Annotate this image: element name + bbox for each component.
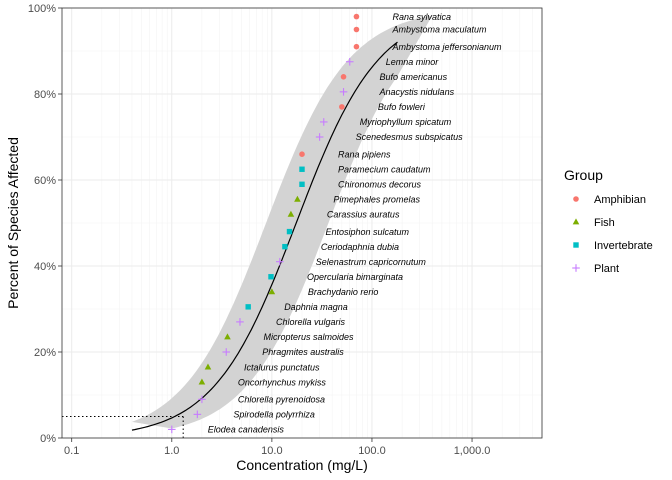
species-label: Micropterus salmoides — [263, 332, 354, 342]
species-label: Chironomus decorus — [338, 180, 422, 190]
species-label: Ambystoma jeffersonianum — [391, 42, 502, 52]
species-label: Carassius auratus — [327, 210, 400, 220]
data-point-plant — [222, 348, 231, 356]
species-label: Bufo americanus — [380, 72, 448, 82]
species-label: Rana pipiens — [338, 149, 391, 159]
species-label: Lemna minor — [386, 57, 440, 67]
data-point-fish — [287, 210, 295, 217]
data-point-amphibian — [353, 13, 360, 20]
x-tick-label: 10.0 — [261, 445, 282, 457]
species-labels: Elodea canadensis Spirodella polyrrhiza Ch… — [208, 12, 502, 435]
y-tick-label: 100% — [28, 3, 56, 15]
data-point-plant — [167, 425, 176, 434]
species-label: Selenastrum capricornutum — [316, 257, 427, 267]
data-point-plant — [339, 88, 348, 96]
data-point-invertebrate — [245, 304, 251, 310]
legend-key-plant — [572, 264, 580, 272]
x-tick-label: 1,000.0 — [454, 445, 491, 457]
y-tick-label: 40% — [34, 261, 56, 273]
data-point-fish — [268, 288, 276, 295]
data-point-invertebrate — [299, 181, 305, 187]
species-label: Daphnia magna — [284, 302, 348, 312]
x-tick-label: 1.0 — [164, 445, 179, 457]
species-label: Ceriodaphnia dubia — [321, 242, 399, 252]
legend-key-fish — [572, 218, 580, 225]
data-point-invertebrate — [286, 228, 293, 235]
species-label: Bufo fowleri — [378, 102, 426, 112]
data-point-amphibian — [299, 151, 305, 157]
species-label: Spirodella polyrrhiza — [233, 410, 315, 420]
fit-curve-layer — [131, 41, 398, 431]
confidence-band-layer — [132, 15, 433, 429]
x-tick-label: 0.1 — [64, 445, 79, 457]
species-label: Chlorella pyrenoidosa — [238, 395, 325, 405]
species-label: Rana sylvatica — [392, 12, 451, 22]
legend-label-fish: Fish — [594, 217, 615, 229]
data-point-plant — [275, 257, 284, 266]
data-point-fish — [224, 333, 231, 340]
data-point-amphibian — [340, 74, 347, 80]
species-label: Anacystis nidulans — [379, 87, 455, 97]
species-label: Elodea canadensis — [208, 425, 285, 435]
data-point-plant — [236, 318, 244, 326]
y-tick-label: 60% — [34, 175, 56, 187]
species-label: Paramecium caudatum — [338, 164, 431, 174]
data-point-fish — [204, 363, 212, 370]
data-point-invertebrate — [282, 243, 288, 250]
legend-key-invertebrate — [573, 242, 579, 248]
species-label: Myriophyllum spicatum — [360, 117, 452, 127]
data-point-amphibian — [353, 43, 360, 50]
species-label: Ambystoma maculatum — [391, 25, 487, 35]
species-label: Entosiphon sulcatum — [325, 227, 409, 237]
legend-label-plant: Plant — [594, 263, 619, 275]
species-label: Oncorhynchus mykiss — [238, 377, 327, 387]
data-point-plant — [193, 410, 202, 419]
panel-border — [61, 7, 543, 439]
data-point-fish — [198, 378, 206, 385]
legend: Group Amphibian Fish Invertebrate Plant — [564, 167, 653, 275]
species-label: Phragmites australis — [262, 347, 344, 357]
species-label: Ictalurus punctatus — [244, 362, 320, 372]
data-point-plant — [319, 118, 328, 126]
y-tick-label: 80% — [34, 89, 56, 101]
species-label: Scenedesmus subspicatus — [356, 132, 464, 142]
data-point-plant — [198, 395, 206, 404]
species-label: Brachydanio rerio — [308, 287, 379, 297]
y-tick-label: 20% — [34, 347, 56, 359]
axes: 0.1 1.0 10.0 100.0 1,000.0 0% 20% 40% 60% 80% 100% — [28, 3, 543, 457]
reference-line-layer — [62, 416, 184, 438]
data-point-amphibian — [339, 104, 345, 110]
legend-title: Group — [564, 167, 603, 183]
legend-label-amphibian: Amphibian — [594, 194, 646, 206]
species-label: Pimephales promelas — [333, 195, 420, 205]
data-point-fish — [294, 195, 301, 202]
x-axis-title: Concentration (mg/L) — [236, 457, 368, 473]
y-axis-title: Percent of Species Affected — [5, 137, 21, 309]
data-point-amphibian — [353, 26, 360, 33]
data-point-plant — [345, 57, 354, 66]
legend-key-amphibian — [573, 196, 579, 202]
confidence-band — [132, 15, 433, 429]
species-label: Chlorella vulgaris — [276, 317, 346, 327]
y-tick-label: 0% — [40, 433, 56, 445]
fit-curve — [131, 41, 398, 431]
data-point-invertebrate — [299, 166, 305, 172]
legend-label-invertebrate: Invertebrate — [594, 240, 653, 252]
species-label: Opercularia bimarginata — [307, 272, 403, 282]
data-point-invertebrate — [268, 274, 274, 280]
x-tick-label: 100.0 — [358, 445, 386, 457]
data-point-plant — [315, 133, 324, 141]
data-points — [167, 13, 360, 434]
